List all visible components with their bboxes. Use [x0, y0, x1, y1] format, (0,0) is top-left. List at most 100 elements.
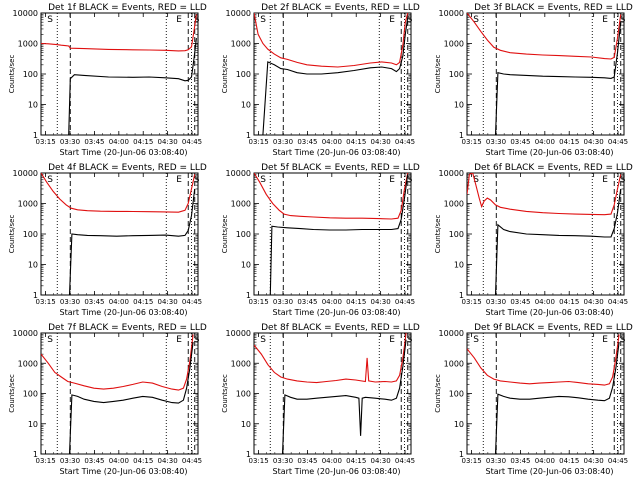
segment-marker-label: E [389, 175, 395, 185]
detector-panel-1: Det 1f BLACK = Events, RED = LLD Counts/s… [8, 3, 207, 157]
x-tick-label: 03:30 [273, 457, 293, 465]
plot-frame [253, 172, 412, 296]
segment-marker-label: S [194, 15, 200, 25]
y-tick-label: 1000 [231, 200, 251, 209]
x-axis-label: Start Time (20-Jun-06 03:08:40) [486, 148, 614, 157]
series-line-events [68, 188, 196, 295]
y-tick-label: 1000 [444, 359, 464, 368]
x-tick-label: 04:15 [559, 457, 579, 465]
detector-panel-6: Det 6f BLACK = Events, RED = LLD Counts/s… [434, 163, 633, 317]
segment-marker-label: S [473, 175, 479, 185]
x-tick-label: 03:15 [249, 298, 269, 306]
y-tick-label: 1 [246, 131, 251, 140]
series-line-events [68, 38, 197, 135]
y-tick-label: 1000 [18, 200, 38, 209]
x-tick-label: 03:30 [60, 138, 80, 146]
x-tick-label: 03:30 [60, 457, 80, 465]
series-line-events [269, 174, 409, 295]
series-line-events [254, 17, 409, 135]
segment-marker-label: S [473, 335, 479, 345]
x-tick-label: 04:45 [608, 457, 628, 465]
x-tick-label: 03:15 [462, 457, 482, 465]
x-tick-label: 04:15 [346, 457, 366, 465]
plot-frame [466, 12, 625, 136]
x-tick-label: 04:45 [395, 298, 415, 306]
x-axis-label: Start Time (20-Jun-06 03:08:40) [273, 467, 401, 476]
y-tick-label: 10 [28, 101, 38, 110]
y-tick-label: 100 [449, 390, 464, 399]
x-tick-label: 04:30 [158, 298, 178, 306]
y-tick-label: 100 [23, 390, 38, 399]
x-tick-label: 03:30 [273, 298, 293, 306]
x-tick-label: 04:15 [133, 457, 153, 465]
x-tick-label: 04:00 [535, 457, 555, 465]
y-tick-label: 10000 [439, 9, 464, 18]
x-tick-label: 04:00 [109, 298, 129, 306]
y-tick-label: 100 [23, 70, 38, 79]
panel-title: Det 3f BLACK = Events, RED = LLD [474, 3, 633, 13]
y-tick-label: 1 [459, 291, 464, 300]
y-tick-label: 100 [23, 230, 38, 239]
x-tick-label: 04:45 [608, 298, 628, 306]
segment-marker-label: S [620, 335, 626, 345]
series-line-lld [41, 173, 196, 213]
x-tick-label: 03:30 [60, 298, 80, 306]
x-tick-label: 04:00 [109, 138, 129, 146]
segment-marker-label: S [260, 15, 266, 25]
y-tick-label: 100 [236, 70, 251, 79]
plot-frame [40, 332, 199, 455]
series-line-lld [467, 13, 622, 60]
panel-title: Det 7f BLACK = Events, RED = LLD [48, 323, 207, 333]
y-tick-label: 1000 [444, 200, 464, 209]
y-tick-label: 1000 [444, 40, 464, 49]
y-tick-label: 10000 [13, 329, 38, 338]
x-tick-label: 03:15 [36, 138, 56, 146]
x-tick-label: 04:45 [395, 457, 415, 465]
series-line-lld [41, 14, 197, 52]
y-tick-label: 1 [246, 291, 251, 300]
y-tick-label: 10000 [439, 329, 464, 338]
detector-panel-4: Det 4f BLACK = Events, RED = LLD Counts/s… [8, 163, 207, 317]
y-tick-label: 10 [454, 420, 464, 429]
x-tick-label: 04:15 [559, 138, 579, 146]
segment-marker-label: E [176, 175, 182, 185]
x-tick-label: 04:45 [182, 298, 202, 306]
segment-marker-label: S [47, 175, 53, 185]
x-tick-label: 04:15 [559, 298, 579, 306]
x-tick-label: 04:30 [158, 138, 178, 146]
series-line-events [68, 342, 194, 454]
segment-marker-label: S [620, 175, 626, 185]
panel-title: Det 5f BLACK = Events, RED = LLD [261, 163, 420, 173]
y-tick-label: 1000 [231, 359, 251, 368]
series-line-lld [254, 173, 409, 220]
x-tick-label: 04:45 [182, 457, 202, 465]
y-tick-label: 100 [449, 230, 464, 239]
segment-marker-label: S [47, 335, 53, 345]
y-axis-label: Counts/sec [8, 215, 16, 254]
y-tick-label: 100 [449, 70, 464, 79]
x-tick-label: 04:00 [322, 298, 342, 306]
y-tick-label: 1 [33, 450, 38, 459]
segment-marker-label: E [602, 15, 608, 25]
segment-marker-label: S [407, 335, 413, 345]
y-tick-label: 1 [246, 450, 251, 459]
x-tick-label: 04:30 [371, 138, 391, 146]
x-tick-label: 03:45 [297, 457, 317, 465]
series-line-events [494, 342, 620, 454]
segment-marker-label: S [194, 175, 200, 185]
segment-marker-label: S [620, 15, 626, 25]
segment-marker-label: S [194, 335, 200, 345]
x-tick-label: 04:30 [584, 298, 604, 306]
x-tick-label: 03:45 [510, 457, 530, 465]
x-tick-label: 03:30 [486, 138, 506, 146]
series-line-lld [254, 13, 409, 68]
segment-marker-label: E [176, 335, 182, 345]
y-tick-label: 1000 [18, 40, 38, 49]
segment-marker-label: E [389, 15, 395, 25]
x-tick-label: 03:15 [249, 138, 269, 146]
x-axis-label: Start Time (20-Jun-06 03:08:40) [273, 308, 401, 317]
y-tick-label: 1000 [231, 40, 251, 49]
series-line-events [494, 22, 622, 135]
y-tick-label: 10 [241, 420, 251, 429]
